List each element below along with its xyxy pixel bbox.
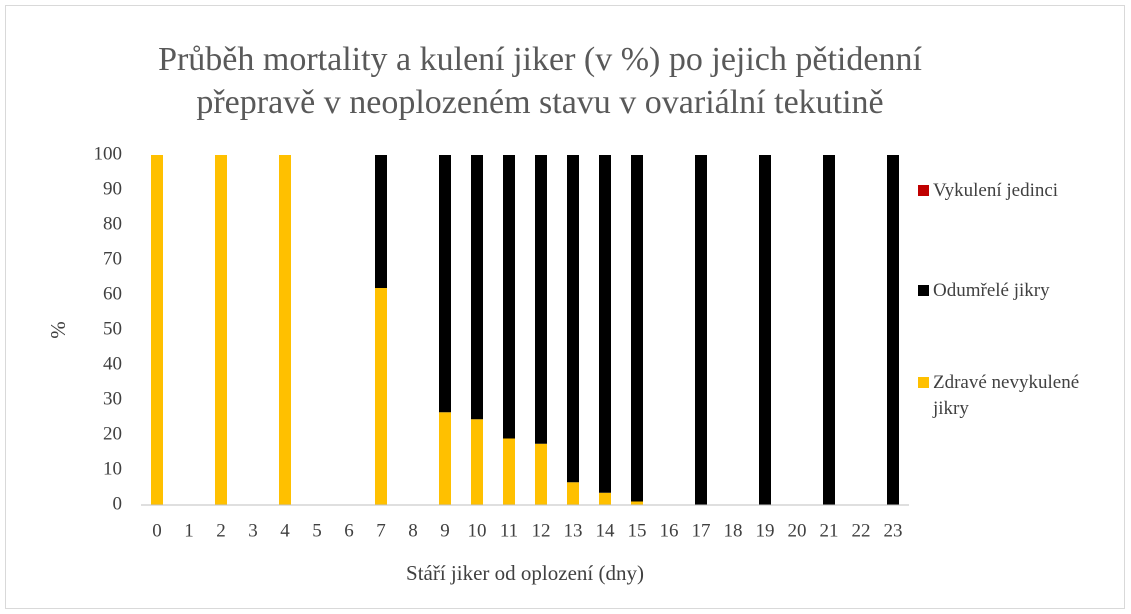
legend-item: Zdravé nevykulené jikry — [918, 370, 1118, 422]
y-tick-label: 0 — [113, 493, 123, 514]
y-tick-label: 70 — [103, 248, 122, 269]
x-tick-label: 16 — [660, 520, 679, 541]
x-tick-label: 17 — [692, 520, 711, 541]
y-tick-label: 90 — [103, 178, 122, 199]
y-tick-label: 20 — [103, 423, 122, 444]
bar-segment — [631, 155, 643, 502]
x-tick-label: 2 — [216, 520, 226, 541]
bar-segment — [503, 438, 515, 505]
y-tick-label: 60 — [103, 283, 122, 304]
bar-segment — [439, 412, 451, 505]
x-tick-label: 7 — [376, 520, 386, 541]
bar-segment — [471, 419, 483, 505]
legend-swatch — [918, 185, 929, 196]
bar-segment — [471, 155, 483, 420]
legend-label: Zdravé nevykulené jikry — [933, 372, 1080, 419]
x-tick-label: 12 — [532, 520, 551, 541]
legend-label: Vykulení jedinci — [933, 180, 1059, 201]
x-tick-label: 14 — [596, 520, 616, 541]
x-axis-label: Stáří jiker od oplození (dny) — [406, 561, 644, 585]
bar-segment — [567, 482, 579, 505]
bar-segment — [535, 155, 547, 444]
y-tick-label: 100 — [94, 143, 123, 164]
legend-item: Odumřelé jikry — [918, 278, 1118, 304]
x-tick-label: 5 — [312, 520, 322, 541]
bar-segment — [599, 492, 611, 505]
chart-title: přepravě v neoplozeném stavu v ovariální… — [196, 84, 883, 121]
x-tick-label: 15 — [628, 520, 647, 541]
bar-segment — [887, 155, 899, 505]
x-tick-label: 22 — [852, 520, 871, 541]
y-tick-label: 10 — [103, 458, 122, 479]
bar-segment — [151, 155, 163, 505]
bar-segment — [375, 288, 387, 505]
y-tick-label: 80 — [103, 213, 122, 234]
bar-segment — [535, 443, 547, 505]
x-tick-label: 23 — [884, 520, 903, 541]
x-tick-label: 3 — [248, 520, 258, 541]
bar-segment — [695, 155, 707, 505]
bar-segment — [759, 155, 771, 505]
legend-swatch — [918, 285, 929, 296]
bar-segment — [375, 155, 387, 288]
y-tick-label: 30 — [103, 388, 122, 409]
x-tick-label: 8 — [408, 520, 418, 541]
y-tick-label: 50 — [103, 318, 122, 339]
x-tick-label: 1 — [184, 520, 194, 541]
bar-segment — [215, 155, 227, 505]
x-tick-label: 0 — [152, 520, 162, 541]
x-tick-label: 13 — [564, 520, 583, 541]
y-axis-label: % — [46, 321, 70, 339]
legend-swatch — [918, 377, 929, 388]
x-tick-label: 20 — [788, 520, 807, 541]
bar-segment — [631, 501, 643, 505]
bar-segment — [823, 155, 835, 505]
x-tick-label: 6 — [344, 520, 354, 541]
chart-border — [5, 5, 1125, 609]
bar-segment — [503, 155, 515, 439]
x-tick-label: 11 — [500, 520, 518, 541]
bar-segment — [279, 155, 291, 505]
bar-segment — [599, 155, 611, 493]
legend-label: Odumřelé jikry — [933, 280, 1050, 301]
x-tick-label: 9 — [440, 520, 450, 541]
x-tick-label: 18 — [724, 520, 743, 541]
y-tick-label: 40 — [103, 353, 122, 374]
bar-segment — [567, 155, 579, 483]
bar-segment — [439, 155, 451, 413]
x-tick-label: 10 — [468, 520, 487, 541]
chart-title: Průběh mortality a kulení jiker (v %) po… — [158, 41, 922, 78]
legend-item: Vykulení jedinci — [918, 178, 1118, 204]
x-tick-label: 21 — [820, 520, 839, 541]
x-tick-label: 19 — [756, 520, 775, 541]
x-tick-label: 4 — [280, 520, 290, 541]
